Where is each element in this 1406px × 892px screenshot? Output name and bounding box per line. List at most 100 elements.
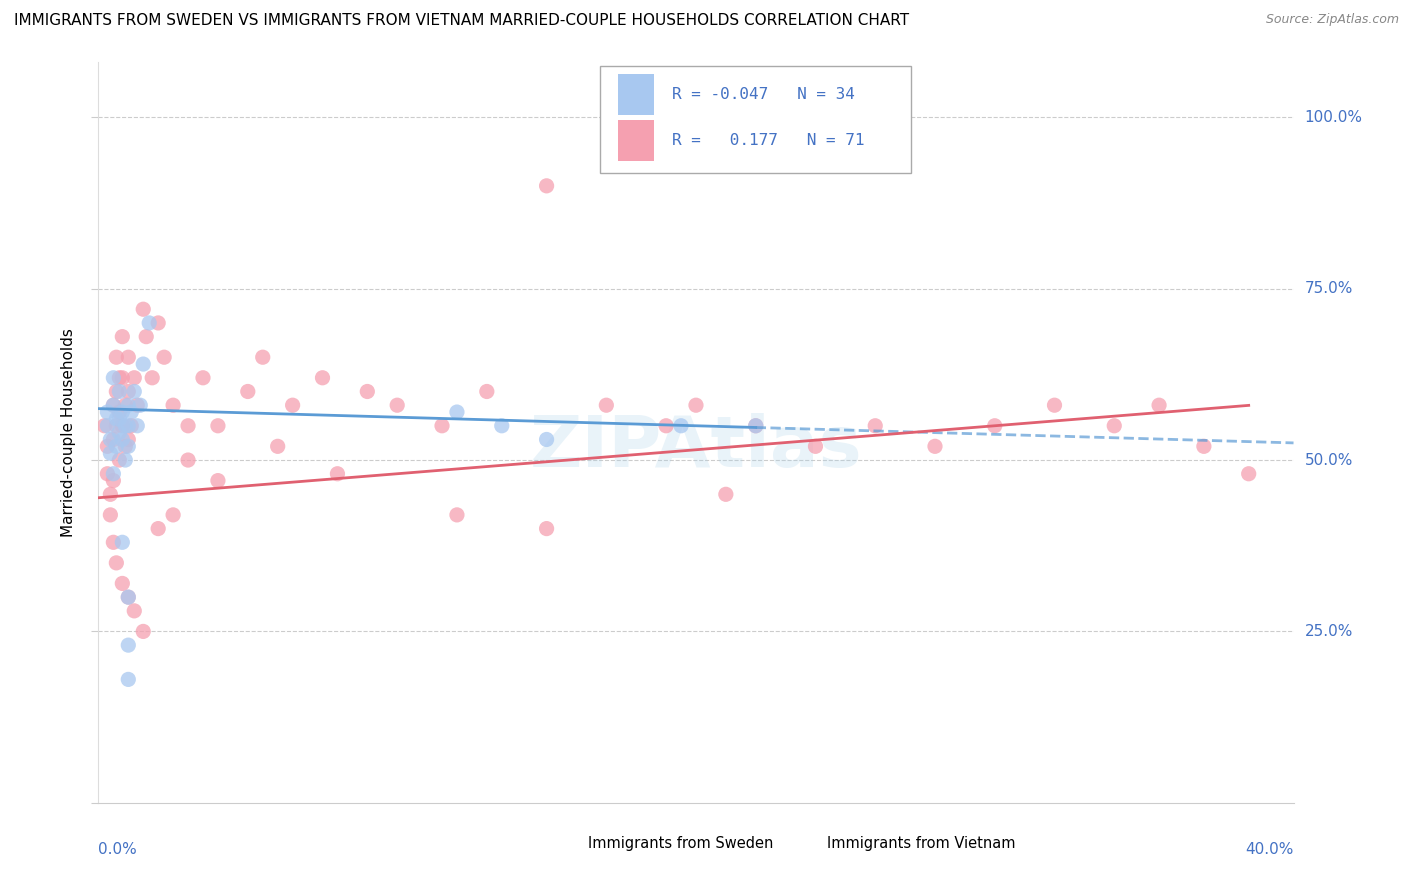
Point [446,508,468,522]
Point [536,433,558,447]
Point [1192,439,1215,453]
Point [103,467,125,481]
Point [124,604,146,618]
Text: 75.0%: 75.0% [1305,281,1353,296]
Point [103,474,125,488]
Text: Immigrants from Sweden: Immigrants from Sweden [589,836,773,851]
Point [536,522,558,536]
Point [114,453,136,467]
Point [96,467,118,481]
Point [1104,418,1126,433]
Point [105,418,128,433]
Point [745,418,768,433]
Point [129,398,152,412]
Point [96,418,118,433]
Point [162,508,184,522]
Point [114,439,136,453]
Point [98,487,122,501]
FancyBboxPatch shape [619,120,654,161]
Point [105,350,128,364]
Point [103,371,125,385]
Point [117,418,139,433]
Point [105,384,128,399]
Point [105,439,128,453]
Point [924,439,946,453]
Point [252,350,274,364]
Point [111,371,134,385]
Point [804,439,827,453]
Point [108,405,131,419]
Point [655,418,678,433]
Point [430,418,453,433]
Point [98,508,122,522]
Point [207,474,229,488]
Point [685,398,707,412]
Point [356,384,378,399]
Text: R =   0.177   N = 71: R = 0.177 N = 71 [672,133,865,148]
Point [311,371,333,385]
Point [111,329,134,343]
Point [108,412,131,426]
Point [117,433,139,447]
Point [191,371,214,385]
Text: 50.0%: 50.0% [1305,452,1353,467]
Point [124,371,146,385]
Text: Source: ZipAtlas.com: Source: ZipAtlas.com [1265,13,1399,27]
Text: R = -0.047   N = 34: R = -0.047 N = 34 [672,87,855,102]
Text: ZIPAtlas: ZIPAtlas [530,413,862,482]
Point [207,418,229,433]
Point [111,576,134,591]
Point [475,384,498,399]
Y-axis label: Married-couple Households: Married-couple Households [60,328,76,537]
Point [536,178,558,193]
Point [127,398,149,412]
Point [114,418,136,433]
Point [865,418,887,433]
Point [117,673,139,687]
Point [114,398,136,412]
Point [138,316,160,330]
Point [120,418,142,433]
Point [108,371,131,385]
Point [98,433,122,447]
Point [103,398,125,412]
Point [108,384,131,399]
Point [103,398,125,412]
Point [111,405,134,419]
Point [385,398,409,412]
Point [117,590,139,604]
Point [111,433,134,447]
Point [117,590,139,604]
Point [117,384,139,399]
FancyBboxPatch shape [792,832,818,855]
Point [132,357,155,371]
Point [1147,398,1170,412]
FancyBboxPatch shape [553,832,579,855]
Point [132,624,155,639]
Point [177,453,200,467]
Point [117,350,139,364]
FancyBboxPatch shape [600,66,911,173]
Point [93,418,115,433]
Point [96,439,118,453]
Point [595,398,617,412]
Point [162,398,184,412]
Point [117,439,139,453]
Point [108,453,131,467]
Point [1043,398,1066,412]
Point [105,412,128,426]
Point [120,405,142,419]
Point [141,371,163,385]
Point [111,535,134,549]
Text: IMMIGRANTS FROM SWEDEN VS IMMIGRANTS FROM VIETNAM MARRIED-COUPLE HOUSEHOLDS CORR: IMMIGRANTS FROM SWEDEN VS IMMIGRANTS FRO… [14,13,910,29]
Text: 100.0%: 100.0% [1305,110,1362,125]
Point [135,329,157,343]
Point [153,350,176,364]
Point [132,302,155,317]
Point [103,535,125,549]
Point [148,522,170,536]
Text: 25.0%: 25.0% [1305,624,1353,639]
Point [117,398,139,412]
Text: 0.0%: 0.0% [98,842,138,856]
Point [108,425,131,440]
